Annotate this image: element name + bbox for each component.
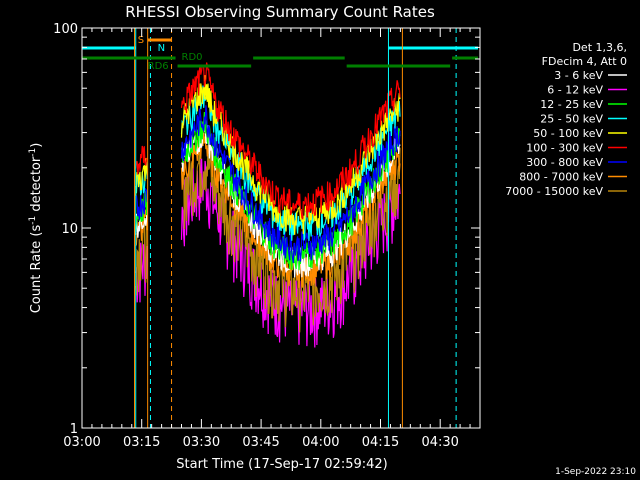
rd6-label: RD6 — [148, 61, 169, 72]
annotation-layer: S N RD0 RD6 — [82, 28, 478, 428]
y-tick-label: 100 — [53, 22, 78, 37]
x-tick-label: 03:15 — [123, 435, 160, 450]
series-layer — [135, 62, 401, 348]
legend-label-25-50-kev: 25 - 50 keV — [540, 113, 603, 126]
legend-header-line-1: Det 1,3,6, — [572, 41, 627, 54]
y-tick-label: 1 — [70, 422, 78, 437]
legend-label-7000-15000-kev: 7000 - 15000 keV — [505, 185, 603, 198]
legend-label-50-100-kev: 50 - 100 keV — [533, 127, 603, 140]
legend: Det 1,3,6, FDecim 4, Att 0 3 - 6 keV 6 - … — [505, 41, 627, 198]
axes-layer: 03:00 03:15 03:30 03:45 04:00 04:15 04:30 1 10 10… — [53, 22, 481, 450]
legend-label-3-6-kev: 3 - 6 keV — [554, 69, 603, 82]
legend-label-300-800-kev: 300 - 800 keV — [526, 156, 603, 169]
series-line-12-25-kev — [135, 111, 401, 271]
legend-header-line-2: FDecim 4, Att 0 — [542, 55, 627, 68]
legend-label-800-7000-kev: 800 - 7000 keV — [519, 171, 603, 184]
legend-label-100-300-kev: 100 - 300 keV — [526, 142, 603, 155]
x-tick-label: 04:15 — [362, 435, 399, 450]
series-line-100-300-kev — [135, 62, 401, 220]
rd0-label: RD0 — [182, 52, 203, 63]
x-tick-label: 03:45 — [242, 435, 279, 450]
series-line-300-800-kev — [135, 105, 401, 264]
y-axis-label: Count Rate (s-1 detector-1) — [28, 143, 44, 314]
x-tick-label: 04:30 — [421, 435, 458, 450]
x-tick-label: 03:30 — [183, 435, 220, 450]
chart-title: RHESSI Observing Summary Count Rates — [125, 3, 435, 21]
saa-label: S — [138, 35, 144, 46]
generation-timestamp: 1-Sep-2022 23:10 — [555, 467, 636, 477]
x-axis-label: Start Time (17-Sep-17 02:59:42) — [176, 457, 387, 472]
x-tick-label: 03:00 — [63, 435, 100, 450]
legend-label-6-12-kev: 6 - 12 keV — [547, 84, 603, 97]
legend-label-12-25-kev: 12 - 25 keV — [540, 98, 603, 111]
y-tick-label: 10 — [61, 222, 78, 237]
x-tick-label: 04:00 — [302, 435, 339, 450]
night-label: N — [158, 43, 165, 54]
